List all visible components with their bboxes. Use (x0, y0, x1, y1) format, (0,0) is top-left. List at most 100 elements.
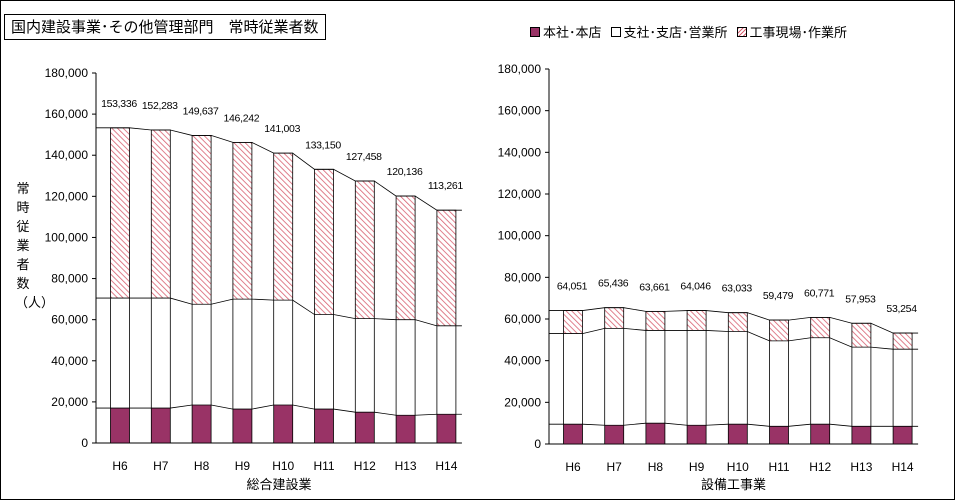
bar-segment-branch (893, 349, 913, 427)
y-tick-label: 180,000 (45, 66, 89, 80)
x-tick-label: H12 (354, 459, 376, 473)
data-label-total: 152,283 (142, 100, 178, 112)
legend-swatch-head-office (530, 26, 540, 37)
y-tick-label: 140,000 (45, 148, 89, 162)
x-tick-label: H9 (235, 459, 251, 473)
data-label-total: 65,436 (598, 278, 629, 290)
bar-segment-branch (110, 298, 130, 409)
y-tick-label: 120,000 (45, 189, 89, 203)
bar-segment-site (645, 311, 665, 331)
bar-segment-head (769, 426, 789, 444)
series-line-branch (96, 297, 462, 327)
bar-segment-head (314, 409, 334, 443)
legend-label-branch: 支社･支店･営業所 (623, 26, 728, 41)
bar-segment-head (273, 404, 293, 443)
x-tick-label: H11 (768, 460, 789, 474)
data-label-total: 60,771 (804, 287, 835, 299)
x-tick-label: H10 (272, 459, 294, 473)
x-tick-label: H13 (850, 460, 872, 474)
data-label-total: 153,336 (101, 98, 137, 110)
bar-segment-site (273, 153, 293, 301)
bar-segment-site (728, 312, 748, 332)
legend: 本社･本店 支社･支店･営業所 工事現場･作業所 (530, 22, 856, 41)
x-tick-label: H11 (313, 459, 334, 473)
bar-segment-branch (151, 298, 171, 409)
bar-segment-head (810, 424, 830, 444)
bar-segment-head (436, 414, 456, 443)
bar-segment-branch (273, 300, 293, 405)
series-line-branch (549, 327, 919, 350)
series-line-site (549, 307, 919, 334)
data-label-total: 141,003 (264, 123, 300, 135)
bar-segment-site (151, 129, 171, 299)
bar-segment-site (810, 317, 830, 338)
legend-swatch-site (736, 26, 747, 37)
y-tick-label: 100,000 (498, 229, 542, 243)
y-tick-label: 0 (534, 437, 541, 451)
bar-segment-site (604, 307, 624, 329)
y-tick-label: 40,000 (504, 354, 541, 368)
data-label-total: 63,661 (639, 281, 670, 293)
series-line-head (96, 404, 462, 416)
data-label-total: 53,254 (886, 303, 917, 315)
x-tick-label: H7 (153, 459, 169, 473)
y-tick-label: 120,000 (498, 187, 542, 201)
bar-segment-branch (769, 340, 789, 427)
x-tick-label: H14 (435, 459, 457, 473)
legend-label-head-office: 本社･本店 (543, 26, 602, 41)
bar-segment-head (110, 408, 130, 443)
bar-segment-branch (232, 299, 252, 410)
data-label-total: 57,953 (845, 293, 876, 305)
bar-segment-site (232, 142, 252, 300)
chart-equipment-construction: 0 20,000 40,000 60,000 80,000 100,000 120,000 1… (498, 62, 919, 493)
data-label-total: 63,033 (722, 283, 753, 295)
bar-segment-branch (314, 314, 334, 410)
bar-segment-branch (851, 347, 871, 427)
bar-segment-head (645, 423, 665, 444)
bar-segment-head (893, 426, 913, 444)
y-tick-label: 180,000 (498, 62, 542, 76)
legend-item-branch: 支社･支店･営業所 (610, 22, 728, 41)
bar-segment-site (355, 181, 375, 319)
bar-segment-head (728, 424, 748, 444)
bar-segment-branch (687, 330, 707, 426)
y-tick-label: 40,000 (51, 354, 88, 368)
bar-segment-branch (604, 328, 624, 426)
data-label-total: 149,637 (183, 105, 219, 117)
legend-item-site: 工事現場･作業所 (736, 22, 847, 41)
x-tick-label: H8 (648, 460, 664, 474)
y-tick-label: 140,000 (498, 145, 542, 159)
x-tick-label: H9 (689, 460, 705, 474)
data-label-total: 146,242 (223, 112, 259, 124)
bar-segment-site (110, 127, 130, 299)
bar-segment-branch (355, 318, 375, 413)
bar-segment-head (396, 415, 416, 443)
x-tick-label: H13 (395, 459, 417, 473)
bar-segment-branch (396, 319, 416, 416)
bar-segment-branch (563, 333, 583, 425)
bar-segment-branch (810, 337, 830, 425)
x-tick-label: H6 (112, 459, 128, 473)
y-tick-label: 160,000 (498, 104, 542, 118)
y-tick-label: 20,000 (51, 395, 88, 409)
bar-segment-head (851, 426, 871, 444)
bar-segment-head (687, 425, 707, 444)
bar-segment-head (232, 409, 252, 443)
data-label-total: 133,150 (305, 139, 341, 151)
data-label-total: 59,479 (763, 290, 794, 302)
bar-segment-site (396, 196, 416, 320)
bar-segment-branch (728, 331, 748, 425)
bar-segment-site (687, 310, 707, 331)
bar-segment-branch (436, 325, 456, 415)
bar-segment-site (851, 323, 871, 348)
y-tick-label: 60,000 (51, 313, 88, 327)
y-tick-label: 80,000 (51, 272, 88, 286)
bar-segment-site (192, 135, 212, 305)
y-tick-label: 80,000 (504, 270, 541, 284)
x-axis-title: 設備工事業 (701, 477, 766, 493)
x-tick-label: H14 (892, 460, 914, 474)
series-line-site (96, 127, 462, 211)
bar-segment-site (769, 320, 789, 341)
x-tick-label: H6 (565, 460, 581, 474)
